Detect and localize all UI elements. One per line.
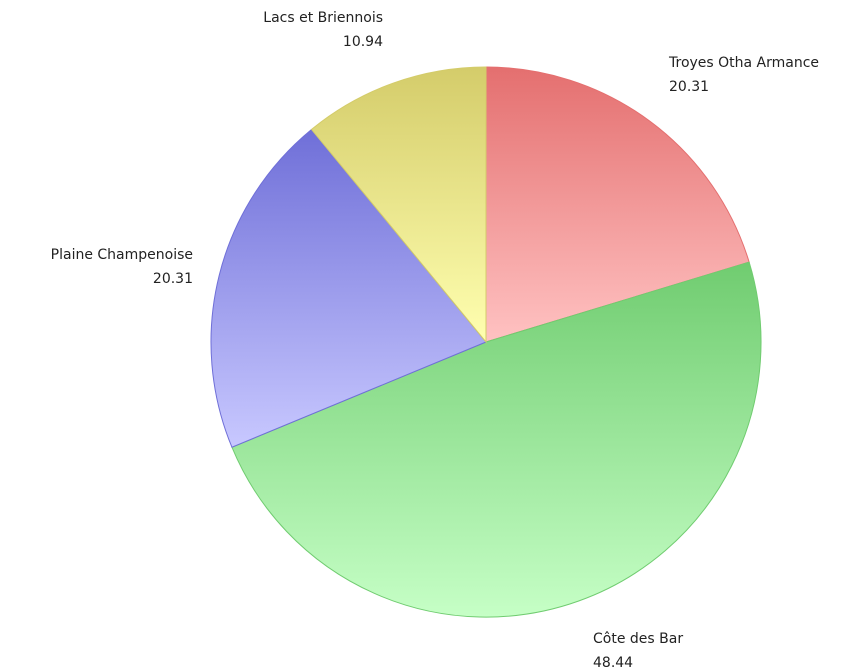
pie-slices [210, 66, 762, 618]
slice-label: Plaine Champenoise [51, 247, 193, 263]
pie-slice-lacs-et-briennois [310, 66, 487, 344]
slice-label: Côte des Bar [593, 631, 683, 647]
slice-value-label: 20.31 [153, 271, 193, 287]
pie-labels: Troyes Otha Armance 20.31 Côte des Bar 48.4… [51, 10, 819, 671]
pie-slice-troyes-otha-armance [485, 66, 750, 343]
slice-label: Troyes Otha Armance [668, 55, 819, 71]
slice-value-label: 48.44 [593, 655, 633, 671]
slice-value-label: 10.94 [343, 34, 383, 50]
slice-value-label: 20.31 [669, 79, 709, 95]
slice-label: Lacs et Briennois [263, 10, 383, 26]
pie-slice-c-te-des-bar [231, 261, 762, 618]
pie-slice-plaine-champenoise [210, 128, 487, 448]
